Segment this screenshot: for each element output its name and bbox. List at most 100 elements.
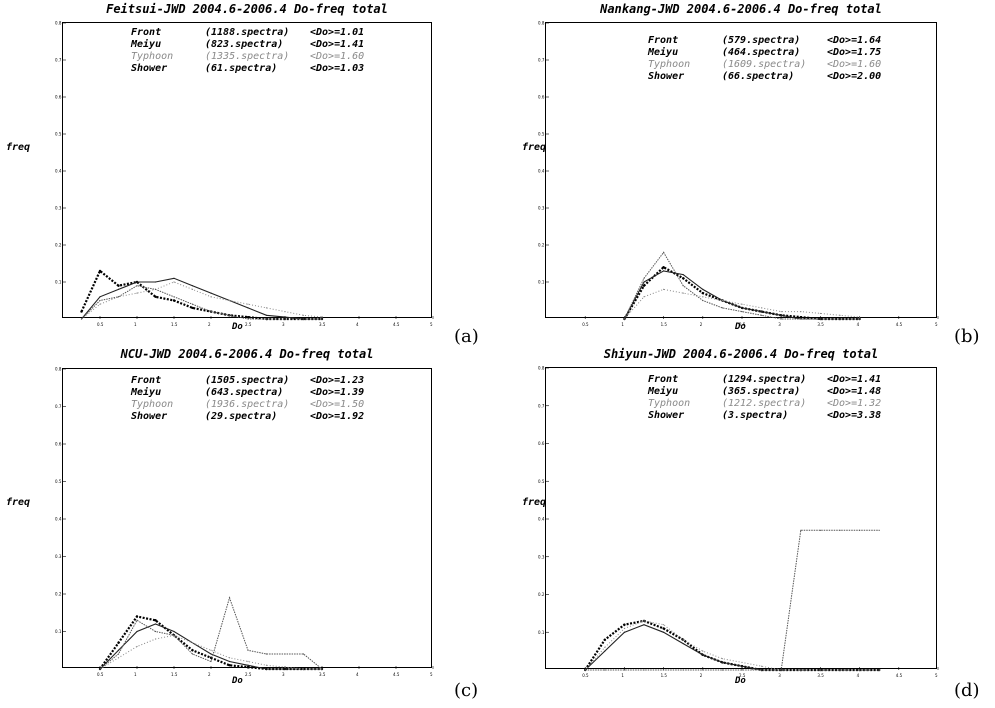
legend-type: Typhoon — [648, 398, 691, 409]
data-point-shower — [117, 296, 120, 298]
legend-mean: <Do>=1.39 — [310, 387, 365, 398]
legend-spectra: (643.spectra) — [205, 387, 284, 398]
data-point-front — [623, 623, 626, 626]
data-point-meiyu — [604, 650, 606, 652]
data-point-typhoon — [819, 669, 821, 671]
x-axis-label: Do — [232, 322, 243, 332]
data-point-shower — [623, 669, 625, 671]
legend-row-shower: Shower (29.spectra) <Do>=1.92 — [131, 411, 364, 423]
legend: Front (1294.spectra) <Do>=1.41 Meiyu (365.sp… — [648, 374, 881, 422]
data-point-shower — [136, 619, 138, 621]
data-point-meiyu — [702, 654, 704, 656]
chart-panel-a: Feitsui-JWD 2004.6-2006.4 Do-freq total 0… — [0, 0, 497, 354]
legend-mean: <Do>=1.41 — [827, 374, 882, 385]
data-point-typhoon — [839, 314, 841, 316]
plot-svg: 0.1 0.2 0.3 0.4 0.5 0.6 0.7 0.8 0.5 1 1.5 2 2.5 3 3.5 4… — [55, 367, 434, 677]
y-tick-label: 0.7 — [55, 58, 62, 63]
data-point-meiyu — [265, 314, 268, 316]
data-point-front — [246, 315, 250, 319]
y-tick-label: 0.8 — [55, 367, 62, 372]
data-point-typhoon — [228, 657, 231, 659]
data-point-front — [154, 295, 157, 298]
legend-mean: <Do>=1.01 — [310, 27, 365, 38]
y-tick-label: 0.8 — [55, 21, 62, 26]
data-point-meiyu — [247, 307, 249, 309]
data-point-shower — [800, 318, 802, 320]
data-point-meiyu — [173, 277, 175, 279]
data-point-shower — [265, 318, 268, 320]
x-tick-label: 1.5 — [171, 672, 178, 677]
x-tick-label: 3.5 — [319, 672, 326, 677]
data-point-typhoon — [136, 292, 138, 294]
data-point-meiyu — [265, 668, 268, 670]
x-tick-label: 1.5 — [661, 322, 668, 327]
x-tick-label: 2 — [208, 322, 211, 327]
data-point-typhoon — [741, 303, 743, 305]
data-point-front — [246, 665, 250, 669]
legend: Front (579.spectra) <Do>=1.64 Meiyu (464.spe… — [648, 35, 881, 83]
legend-type: Typhoon — [648, 59, 691, 70]
legend-type: Front — [131, 375, 162, 386]
x-tick-label: 4.5 — [896, 673, 903, 678]
legend-spectra: (61.spectra) — [205, 63, 278, 74]
data-point-shower — [191, 653, 194, 655]
data-point-typhoon — [761, 307, 763, 309]
data-point-front — [117, 641, 120, 644]
legend-mean: <Do>=1.50 — [310, 399, 365, 410]
data-point-shower — [191, 303, 194, 305]
y-tick-label: 0.5 — [538, 479, 545, 484]
legend-type: Typhoon — [131, 51, 174, 62]
x-tick-label: 3.5 — [817, 322, 824, 327]
y-tick-label: 0.6 — [55, 442, 62, 447]
data-point-front — [80, 310, 83, 313]
chart-title: Feitsui-JWD 2004.6-2006.4 Do-freq total — [106, 2, 388, 16]
legend-mean: <Do>=1.92 — [310, 411, 365, 422]
y-axis-label: freq — [522, 497, 547, 508]
x-tick-label: 2 — [208, 672, 211, 677]
y-tick-label: 0.2 — [538, 243, 545, 248]
x-tick-label: 5 — [430, 322, 433, 327]
x-tick-label: 3 — [778, 673, 781, 678]
legend-row-shower: Shower (61.spectra) <Do>=1.03 — [131, 63, 364, 75]
legend-spectra: (1188.spectra) — [205, 27, 290, 38]
x-tick-label: 4 — [356, 322, 359, 327]
plot-area: 0.1 0.2 0.3 0.4 0.5 0.6 0.7 0.8 0.5 1 1.5 2 2.5 3 3.5 4… — [538, 366, 939, 678]
plot-svg: 0.1 0.2 0.3 0.4 0.5 0.6 0.7 0.8 0.5 1 1.5 2 2.5 3 3.5 4… — [538, 21, 939, 327]
x-tick-label: 3.5 — [319, 322, 326, 327]
legend-type: Front — [648, 35, 679, 46]
y-tick-label: 0.2 — [55, 243, 62, 248]
y-tick-label: 0.6 — [55, 95, 62, 100]
y-tick-label: 0.6 — [538, 95, 545, 100]
data-point-shower — [247, 318, 249, 320]
x-tick-label: 1 — [621, 322, 624, 327]
data-point-shower — [154, 288, 157, 290]
series-line-shower — [81, 285, 322, 320]
data-point-meiyu — [682, 642, 684, 645]
data-point-shower — [859, 529, 861, 531]
data-point-meiyu — [117, 649, 120, 651]
data-point-typhoon — [702, 296, 704, 298]
data-point-typhoon — [878, 669, 880, 671]
data-point-shower — [663, 669, 665, 671]
legend-spectra: (1294.spectra) — [722, 374, 807, 385]
data-point-shower — [228, 597, 231, 599]
data-point-front — [682, 277, 685, 280]
data-point-shower — [136, 285, 138, 287]
data-point-shower — [584, 669, 586, 671]
data-point-typhoon — [247, 660, 249, 663]
legend-mean: <Do>=1.64 — [827, 35, 882, 46]
y-tick-label: 0.3 — [55, 206, 62, 211]
legend-type: Typhoon — [131, 399, 174, 410]
data-point-meiyu — [99, 296, 101, 298]
data-point-meiyu — [284, 668, 286, 670]
data-point-meiyu — [663, 270, 665, 272]
x-tick-label: 0.5 — [582, 673, 589, 678]
x-tick-label: 1.5 — [661, 673, 668, 678]
panel-label: (a) — [454, 326, 479, 347]
legend-mean: <Do>=1.23 — [310, 375, 365, 386]
legend-row-front: Front (1188.spectra) <Do>=1.01 — [131, 27, 364, 39]
data-point-meiyu — [623, 631, 625, 633]
x-tick-label: 3 — [778, 322, 781, 327]
legend-type: Shower — [648, 71, 685, 82]
legend-mean: <Do>=1.75 — [827, 47, 882, 58]
